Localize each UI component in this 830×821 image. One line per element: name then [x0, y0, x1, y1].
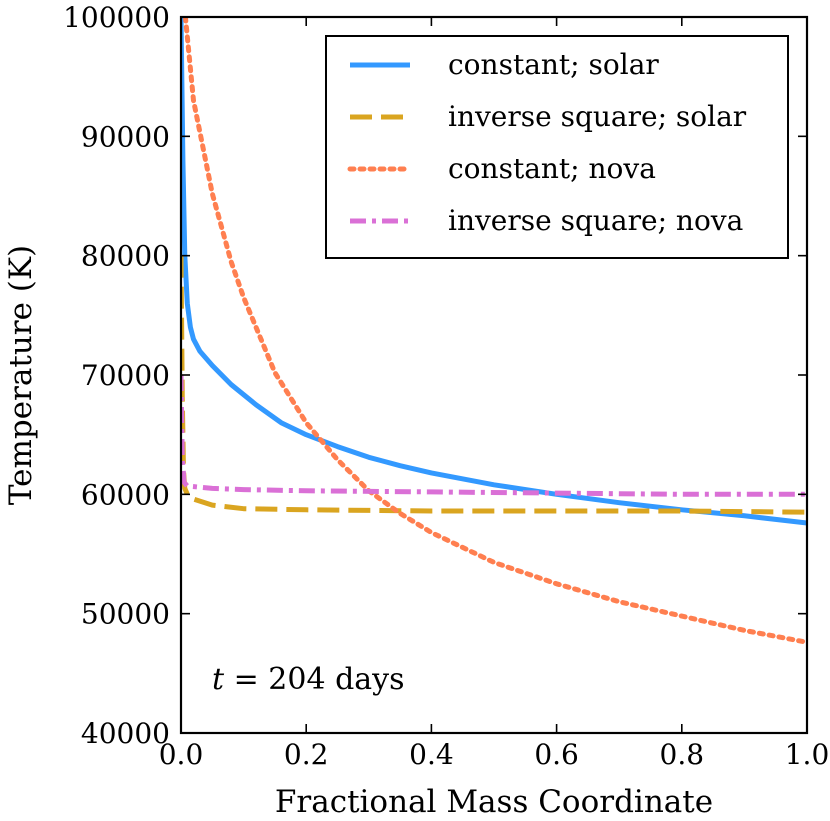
x-tick-label: 0.8	[660, 738, 705, 771]
x-tick-label: 0.0	[159, 738, 204, 771]
legend-label: inverse square; nova	[448, 204, 743, 237]
y-tick-label: 100000	[63, 1, 170, 34]
series-line-dashdot	[181, 374, 807, 497]
legend: constant; solar inverse square; solar cons…	[325, 35, 789, 259]
legend-items: constant; solar inverse square; solar cons…	[347, 48, 747, 237]
legend-label: inverse square; solar	[448, 100, 747, 133]
series-layer	[181, 17, 807, 645]
ticks-layer: 0.0 0.2 0.4 0.6 0.8 1.0 40000 50000 60000 70000 80…	[63, 1, 829, 771]
y-axis-label: Temperature (K)	[3, 245, 39, 505]
series-line-dashed	[181, 255, 807, 515]
x-tick-label: 1.0	[785, 738, 830, 771]
x-tick-label: 0.6	[534, 738, 579, 771]
y-tick-label: 60000	[81, 478, 170, 511]
y-tick-label: 90000	[81, 120, 170, 153]
legend-label: constant; solar	[448, 48, 659, 81]
series-line-solid	[181, 17, 807, 526]
time-value: = 204 days	[224, 662, 404, 697]
x-tick-label: 0.2	[284, 738, 329, 771]
y-tick-label: 40000	[81, 717, 170, 750]
legend-box	[325, 35, 789, 259]
y-tick-label: 70000	[81, 359, 170, 392]
time-annotation: t = 204 days	[212, 662, 405, 697]
time-variable: t	[212, 662, 225, 697]
y-tick-label: 80000	[81, 240, 170, 273]
legend-label: constant; nova	[448, 152, 656, 185]
y-tick-label: 50000	[81, 598, 170, 631]
x-axis-label: Fractional Mass Coordinate	[275, 784, 713, 820]
x-tick-label: 0.4	[409, 738, 454, 771]
